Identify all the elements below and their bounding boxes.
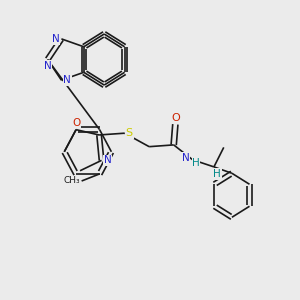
- Text: N: N: [182, 153, 189, 163]
- Text: O: O: [171, 113, 180, 123]
- Text: N: N: [63, 75, 71, 85]
- Text: O: O: [72, 118, 80, 128]
- Text: CH₃: CH₃: [63, 176, 80, 185]
- Text: H: H: [213, 169, 221, 179]
- Text: N: N: [44, 61, 51, 71]
- Text: N: N: [103, 155, 111, 165]
- Text: H: H: [192, 158, 200, 168]
- Text: N: N: [52, 34, 59, 44]
- Text: S: S: [126, 128, 133, 138]
